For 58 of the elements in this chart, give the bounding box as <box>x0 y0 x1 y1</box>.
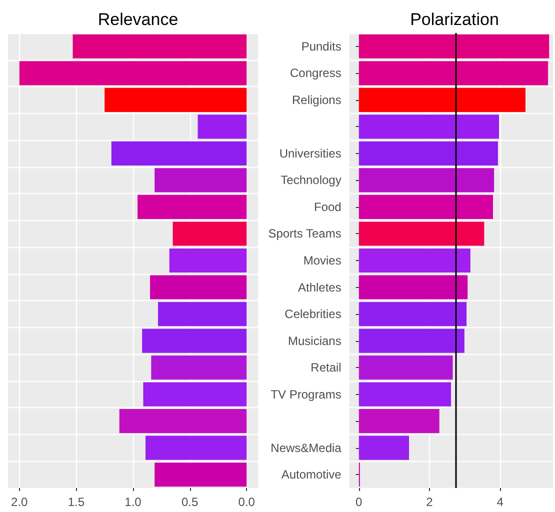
x-tick-label: 1.5 <box>68 495 85 509</box>
y-tick-label: Pundits <box>301 39 342 54</box>
bar <box>358 328 464 353</box>
y-tick-label: Food <box>314 200 342 214</box>
bar <box>358 141 498 166</box>
bar <box>151 356 247 380</box>
bar <box>172 222 247 246</box>
bar <box>154 462 247 487</box>
bar <box>19 61 247 86</box>
x-tick-label: 2 <box>426 495 434 509</box>
bar <box>150 275 247 300</box>
bar <box>358 168 494 192</box>
bar <box>119 409 247 434</box>
bar <box>358 222 484 246</box>
bar <box>358 61 548 86</box>
bar <box>154 168 247 192</box>
y-tick-label: Automotive <box>281 468 342 482</box>
chart-title: Relevance <box>98 10 178 29</box>
bar <box>358 194 493 220</box>
bar <box>104 88 247 112</box>
y-tick-label: Musicians <box>288 334 342 348</box>
bar <box>146 436 247 460</box>
bar <box>358 356 453 380</box>
bar <box>358 248 470 273</box>
y-tick-label: TV Programs <box>270 387 342 402</box>
bar <box>358 382 452 406</box>
y-tick-label: Retail <box>310 360 342 375</box>
bar <box>358 275 468 300</box>
bar <box>138 194 247 220</box>
x-tick-label: 0 <box>356 495 363 509</box>
bar <box>358 88 526 112</box>
y-tick-label: Sports Teams <box>268 226 342 241</box>
bar <box>358 409 440 434</box>
bar <box>142 328 247 353</box>
bar <box>158 302 247 326</box>
y-tick-label: Congress <box>290 66 342 80</box>
bar <box>358 436 410 460</box>
bar <box>358 34 550 58</box>
y-tick-label: Universities <box>279 146 342 160</box>
x-tick-label: 0.5 <box>181 495 198 509</box>
x-tick-label: 1.0 <box>124 495 142 509</box>
y-tick-label: News&Media <box>270 440 342 455</box>
y-tick-label: Movies <box>303 254 342 268</box>
y-tick-label: Celebrities <box>284 307 342 322</box>
bar <box>111 141 247 166</box>
bar <box>169 248 247 273</box>
x-tick-label: 2.0 <box>11 495 28 509</box>
y-tick-label: Religions <box>292 92 342 107</box>
y-tick-label: Technology <box>280 173 342 188</box>
chart-title: Polarization <box>410 10 499 29</box>
bar <box>358 114 499 139</box>
bar <box>143 382 247 406</box>
bar <box>358 302 467 326</box>
y-tick-label: Athletes <box>298 280 342 294</box>
x-tick-label: 4 <box>496 495 504 509</box>
bar <box>198 114 247 139</box>
bar <box>72 34 247 58</box>
x-tick-label: 0.0 <box>238 495 256 509</box>
